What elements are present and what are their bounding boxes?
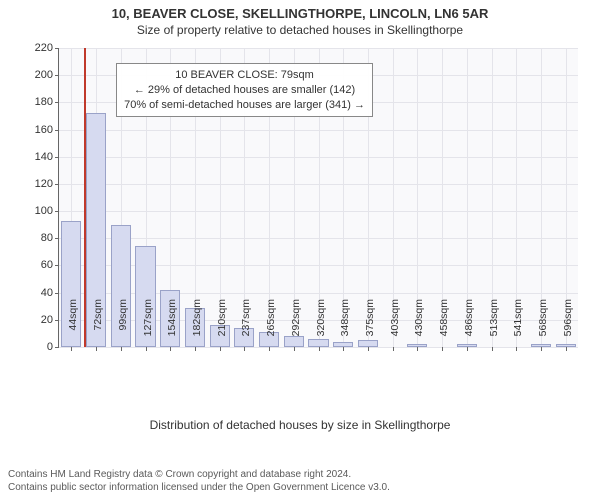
xtick-label: 596sqm xyxy=(562,299,574,353)
xtick-label: 44sqm xyxy=(67,299,79,353)
footer-attribution: Contains HM Land Registry data © Crown c… xyxy=(8,468,592,494)
xtick-label: 375sqm xyxy=(364,299,376,353)
xtick-label: 430sqm xyxy=(413,299,425,353)
footer-line-2: Contains public sector information licen… xyxy=(8,481,592,494)
xtick-label: 292sqm xyxy=(290,299,302,353)
annotation-line: ← 29% of detached houses are smaller (14… xyxy=(124,83,365,98)
property-marker-line xyxy=(84,48,86,347)
ytick-label: 20 xyxy=(41,314,59,326)
ytick-label: 80 xyxy=(41,232,59,244)
ytick-label: 60 xyxy=(41,259,59,271)
annotation-line: 10 BEAVER CLOSE: 79sqm xyxy=(124,68,365,83)
plot-area: 02040608010012014016018020022044sqm72sqm… xyxy=(58,48,578,348)
annotation-line: 70% of semi-detached houses are larger (… xyxy=(124,98,365,113)
ytick-label: 200 xyxy=(35,69,59,81)
chart-container: Number of detached properties 0204060801… xyxy=(0,40,600,440)
xtick-label: 265sqm xyxy=(265,299,277,353)
chart-title-sub: Size of property relative to detached ho… xyxy=(0,21,600,41)
xtick-label: 513sqm xyxy=(488,299,500,353)
ytick-label: 120 xyxy=(35,178,59,190)
ytick-label: 160 xyxy=(35,124,59,136)
xtick-label: 72sqm xyxy=(92,299,104,353)
chart-title-main: 10, BEAVER CLOSE, SKELLINGTHORPE, LINCOL… xyxy=(0,0,600,21)
xtick-label: 568sqm xyxy=(537,299,549,353)
x-axis-label: Distribution of detached houses by size … xyxy=(0,418,600,432)
xtick-label: 237sqm xyxy=(240,299,252,353)
xtick-label: 154sqm xyxy=(166,299,178,353)
xtick-label: 403sqm xyxy=(389,299,401,353)
xtick-label: 320sqm xyxy=(315,299,327,353)
xtick-label: 348sqm xyxy=(339,299,351,353)
xtick-label: 182sqm xyxy=(191,299,203,353)
xtick-label: 99sqm xyxy=(117,299,129,353)
ytick-label: 140 xyxy=(35,151,59,163)
ytick-label: 220 xyxy=(35,42,59,54)
xtick-label: 458sqm xyxy=(438,299,450,353)
xtick-label: 127sqm xyxy=(142,299,154,353)
xtick-label: 486sqm xyxy=(463,299,475,353)
ytick-label: 0 xyxy=(47,341,59,353)
ytick-label: 40 xyxy=(41,287,59,299)
ytick-label: 100 xyxy=(35,205,59,217)
ytick-label: 180 xyxy=(35,96,59,108)
footer-line-1: Contains HM Land Registry data © Crown c… xyxy=(8,468,592,481)
annotation-box: 10 BEAVER CLOSE: 79sqm← 29% of detached … xyxy=(116,63,373,118)
xtick-label: 210sqm xyxy=(216,299,228,353)
xtick-label: 541sqm xyxy=(512,299,524,353)
